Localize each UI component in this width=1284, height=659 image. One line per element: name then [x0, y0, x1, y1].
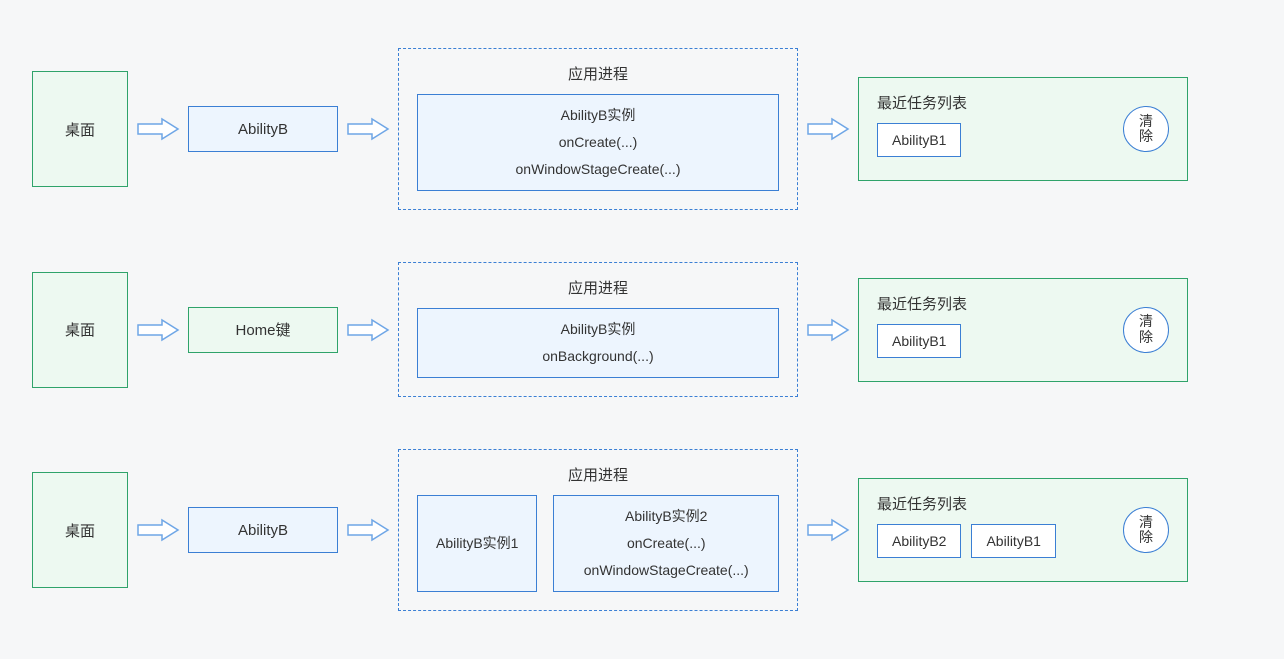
- clear-label: 清除: [1139, 114, 1153, 145]
- row-2: 桌面 Home键 应用进程 AbilityB实例 onBackground(..…: [32, 262, 1252, 397]
- process-title: 应用进程: [417, 63, 779, 84]
- instance-box: AbilityB实例 onCreate(...) onWindowStageCr…: [417, 94, 779, 191]
- recent-tasks-box: 最近任务列表 AbilityB2 AbilityB1 清除: [858, 478, 1188, 582]
- recent-item-label: AbilityB2: [892, 533, 946, 549]
- recent-item: AbilityB1: [877, 123, 961, 157]
- instance-line: AbilityB实例1: [436, 533, 518, 554]
- recent-item: AbilityB1: [877, 324, 961, 358]
- action-label: AbilityB: [238, 121, 288, 138]
- arrow-icon: [346, 518, 390, 542]
- recent-title: 最近任务列表: [877, 293, 1169, 314]
- instance-line: onWindowStageCreate(...): [584, 560, 749, 581]
- action-label: Home键: [235, 319, 290, 340]
- desktop-box: 桌面: [32, 272, 128, 388]
- instance-line: AbilityB实例2: [625, 506, 707, 527]
- recent-item: AbilityB2: [877, 524, 961, 558]
- process-instances: AbilityB实例 onBackground(...): [417, 308, 779, 378]
- desktop-label: 桌面: [65, 119, 95, 140]
- process-box: 应用进程 AbilityB实例 onBackground(...): [398, 262, 798, 397]
- desktop-label: 桌面: [65, 319, 95, 340]
- recent-item-label: AbilityB1: [892, 333, 946, 349]
- clear-label: 清除: [1139, 314, 1153, 345]
- instance-line: onWindowStageCreate(...): [516, 159, 681, 180]
- clear-button[interactable]: 清除: [1123, 307, 1169, 353]
- process-box: 应用进程 AbilityB实例 onCreate(...) onWindowSt…: [398, 48, 798, 210]
- row-3: 桌面 AbilityB 应用进程 AbilityB实例1 AbilityB实例2…: [32, 449, 1252, 611]
- action-box: Home键: [188, 307, 338, 353]
- recent-tasks-box: 最近任务列表 AbilityB1 清除: [858, 77, 1188, 181]
- recent-item: AbilityB1: [971, 524, 1055, 558]
- arrow-icon: [346, 318, 390, 342]
- instance-line: AbilityB实例: [561, 105, 636, 126]
- desktop-box: 桌面: [32, 71, 128, 187]
- recent-item-label: AbilityB1: [892, 132, 946, 148]
- arrow-icon: [136, 117, 180, 141]
- recent-item-label: AbilityB1: [986, 533, 1040, 549]
- arrow-icon: [346, 117, 390, 141]
- arrow-icon: [136, 518, 180, 542]
- instance-box: AbilityB实例 onBackground(...): [417, 308, 779, 378]
- process-box: 应用进程 AbilityB实例1 AbilityB实例2 onCreate(..…: [398, 449, 798, 611]
- recent-title: 最近任务列表: [877, 493, 1169, 514]
- instance-box: AbilityB实例2 onCreate(...) onWindowStageC…: [553, 495, 779, 592]
- desktop-label: 桌面: [65, 520, 95, 541]
- process-title: 应用进程: [417, 464, 779, 485]
- process-instances: AbilityB实例 onCreate(...) onWindowStageCr…: [417, 94, 779, 191]
- recent-tasks-box: 最近任务列表 AbilityB1 清除: [858, 278, 1188, 382]
- instance-line: onCreate(...): [627, 533, 706, 554]
- process-instances: AbilityB实例1 AbilityB实例2 onCreate(...) on…: [417, 495, 779, 592]
- clear-button[interactable]: 清除: [1123, 507, 1169, 553]
- instance-line: AbilityB实例: [561, 319, 636, 340]
- desktop-box: 桌面: [32, 472, 128, 588]
- arrow-icon: [136, 318, 180, 342]
- action-box: AbilityB: [188, 507, 338, 553]
- action-label: AbilityB: [238, 522, 288, 539]
- arrow-icon: [806, 117, 850, 141]
- clear-label: 清除: [1139, 515, 1153, 546]
- process-title: 应用进程: [417, 277, 779, 298]
- clear-button[interactable]: 清除: [1123, 106, 1169, 152]
- row-1: 桌面 AbilityB 应用进程 AbilityB实例 onCreate(...…: [32, 48, 1252, 210]
- arrow-icon: [806, 518, 850, 542]
- diagram: 桌面 AbilityB 应用进程 AbilityB实例 onCreate(...…: [32, 48, 1252, 611]
- instance-box: AbilityB实例1: [417, 495, 537, 592]
- instance-line: onBackground(...): [542, 346, 653, 367]
- arrow-icon: [806, 318, 850, 342]
- action-box: AbilityB: [188, 106, 338, 152]
- recent-title: 最近任务列表: [877, 92, 1169, 113]
- instance-line: onCreate(...): [559, 132, 638, 153]
